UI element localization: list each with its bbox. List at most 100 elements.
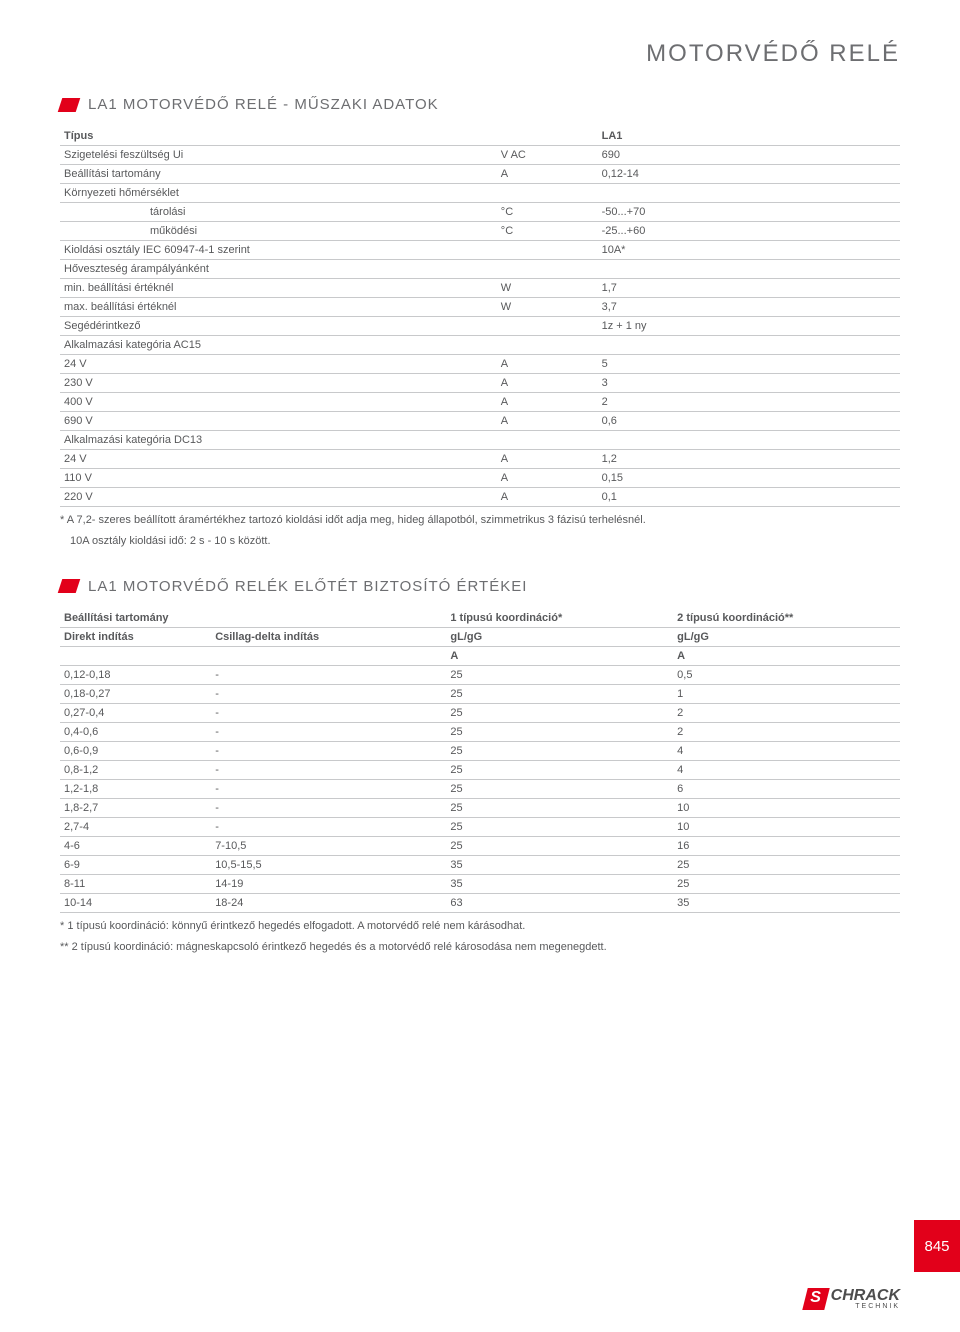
table-row: 24 VA1,2 xyxy=(60,450,900,469)
spec-unit: A xyxy=(497,469,598,488)
section2-footnote1: * 1 típusú koordináció: könnyű érintkező… xyxy=(60,919,900,934)
spec-head-model: LA1 xyxy=(598,127,900,146)
fuse-cell: 35 xyxy=(446,855,673,874)
table-row: 0,12-0,18-250,5 xyxy=(60,665,900,684)
section2-footnote2: ** 2 típusú koordináció: mágneskapcsoló … xyxy=(60,940,900,955)
spec-value: 10A* xyxy=(598,241,900,260)
fuse-cell: - xyxy=(211,703,446,722)
fuse-cell: 4 xyxy=(673,741,900,760)
fuse-h1-c3: 1 típusú koordináció* xyxy=(446,609,673,628)
spec-label: Alkalmazási kategória AC15 xyxy=(60,336,497,355)
fuse-cell: 63 xyxy=(446,893,673,912)
spec-label: Alkalmazási kategória DC13 xyxy=(60,431,497,450)
spec-unit: °C xyxy=(497,222,598,241)
section-bullet-icon xyxy=(58,579,81,593)
fuse-cell: 1,8-2,7 xyxy=(60,798,211,817)
fuse-cell: 8-11 xyxy=(60,874,211,893)
section1-title: LA1 MOTORVÉDŐ RELÉ - MŰSZAKI ADATOK xyxy=(88,96,439,113)
table-row: 400 VA2 xyxy=(60,393,900,412)
spec-label: 400 V xyxy=(60,393,497,412)
table-row: tárolási°C-50...+70 xyxy=(60,203,900,222)
spec-label: Segédérintkező xyxy=(60,317,497,336)
table-row: 1,8-2,7-2510 xyxy=(60,798,900,817)
fuse-h1-c4: 2 típusú koordináció** xyxy=(673,609,900,628)
spec-value: 2 xyxy=(598,393,900,412)
fuse-cell: 10,5-15,5 xyxy=(211,855,446,874)
fuse-cell: 35 xyxy=(446,874,673,893)
fuse-cell: - xyxy=(211,760,446,779)
fuse-cell: 25 xyxy=(446,798,673,817)
table-row: 4-67-10,52516 xyxy=(60,836,900,855)
section1-header: LA1 MOTORVÉDŐ RELÉ - MŰSZAKI ADATOK xyxy=(60,96,900,113)
fuse-h3-c1 xyxy=(60,646,211,665)
spec-unit xyxy=(497,336,598,355)
spec-label: Szigetelési feszültség Ui xyxy=(60,146,497,165)
spec-label: 24 V xyxy=(60,450,497,469)
table-row: 6-910,5-15,53525 xyxy=(60,855,900,874)
section2-header: LA1 MOTORVÉDŐ RELÉK ELŐTÉT BIZTOSÍTÓ ÉRT… xyxy=(60,578,900,595)
spec-unit: A xyxy=(497,393,598,412)
spec-value: 1,2 xyxy=(598,450,900,469)
fuse-h2-c4: gL/gG xyxy=(673,627,900,646)
spec-value: 0,6 xyxy=(598,412,900,431)
fuse-cell: 6-9 xyxy=(60,855,211,874)
fuse-cell: 25 xyxy=(446,817,673,836)
table-row: 0,4-0,6-252 xyxy=(60,722,900,741)
page-number-tab: 845 xyxy=(914,1220,960,1272)
spec-value: -50...+70 xyxy=(598,203,900,222)
spec-value: 3,7 xyxy=(598,298,900,317)
spec-unit xyxy=(497,241,598,260)
spec-label: 110 V xyxy=(60,469,497,488)
table-row: 0,8-1,2-254 xyxy=(60,760,900,779)
spec-value: -25...+60 xyxy=(598,222,900,241)
fuse-h3-c2 xyxy=(211,646,446,665)
spec-value: 1,7 xyxy=(598,279,900,298)
table-row: 1,2-1,8-256 xyxy=(60,779,900,798)
fuse-cell: - xyxy=(211,779,446,798)
fuse-cell: 10-14 xyxy=(60,893,211,912)
table-row: 0,27-0,4-252 xyxy=(60,703,900,722)
spec-unit: A xyxy=(497,488,598,507)
page-number: 845 xyxy=(924,1238,949,1255)
spec-unit xyxy=(497,431,598,450)
fuse-cell: - xyxy=(211,798,446,817)
fuse-table: Beállítási tartomány 1 típusú koordináci… xyxy=(60,609,900,913)
fuse-cell: - xyxy=(211,684,446,703)
spec-unit: V AC xyxy=(497,146,598,165)
fuse-cell: 0,4-0,6 xyxy=(60,722,211,741)
table-row: működési°C-25...+60 xyxy=(60,222,900,241)
spec-label: működési xyxy=(60,222,497,241)
fuse-cell: 2 xyxy=(673,722,900,741)
spec-label: min. beállítási értéknél xyxy=(60,279,497,298)
table-row: 8-1114-193525 xyxy=(60,874,900,893)
spec-value xyxy=(598,336,900,355)
brand-logo-subtext: TECHNIK xyxy=(831,1303,900,1310)
table-row: Segédérintkező1z + 1 ny xyxy=(60,317,900,336)
spec-value: 0,15 xyxy=(598,469,900,488)
table-row: max. beállítási értéknélW3,7 xyxy=(60,298,900,317)
fuse-cell: 0,5 xyxy=(673,665,900,684)
fuse-cell: 14-19 xyxy=(211,874,446,893)
table-row: 230 VA3 xyxy=(60,374,900,393)
spec-label: 24 V xyxy=(60,355,497,374)
fuse-cell: 25 xyxy=(446,722,673,741)
section2-title: LA1 MOTORVÉDŐ RELÉK ELŐTÉT BIZTOSÍTÓ ÉRT… xyxy=(88,578,527,595)
fuse-cell: 0,27-0,4 xyxy=(60,703,211,722)
spec-value: 3 xyxy=(598,374,900,393)
table-row: 220 VA0,1 xyxy=(60,488,900,507)
spec-head-type: Típus xyxy=(60,127,497,146)
spec-label: Beállítási tartomány xyxy=(60,165,497,184)
fuse-cell: 25 xyxy=(446,779,673,798)
spec-unit xyxy=(497,317,598,336)
spec-unit: A xyxy=(497,374,598,393)
spec-unit: °C xyxy=(497,203,598,222)
brand-logo: CHRACK TECHNIK xyxy=(805,1287,900,1310)
table-row: min. beállítási értéknélW1,7 xyxy=(60,279,900,298)
fuse-cell: - xyxy=(211,817,446,836)
section1-footnote1: * A 7,2- szeres beállított áramértékhez … xyxy=(60,513,900,528)
spec-value: 0,12-14 xyxy=(598,165,900,184)
fuse-cell: - xyxy=(211,722,446,741)
fuse-cell: 0,18-0,27 xyxy=(60,684,211,703)
fuse-h3-c3: A xyxy=(446,646,673,665)
table-row: 690 VA0,6 xyxy=(60,412,900,431)
